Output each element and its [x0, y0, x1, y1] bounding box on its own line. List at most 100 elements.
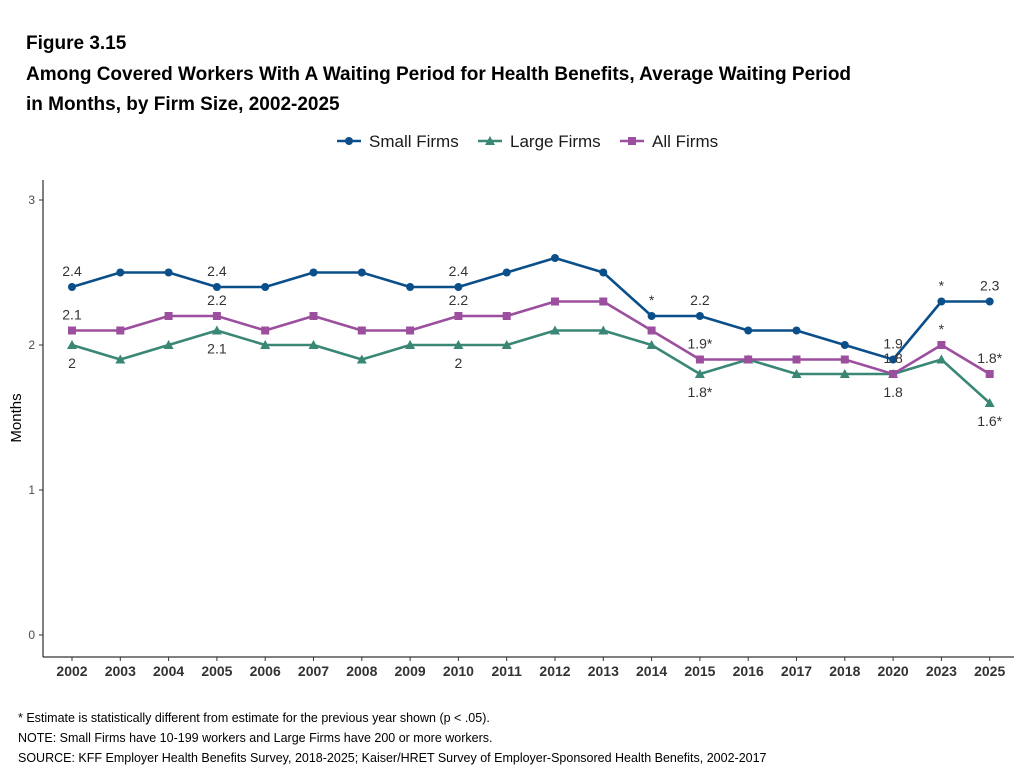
small-firms-point	[357, 268, 366, 277]
x-tick-label: 2015	[684, 663, 715, 679]
small-firms-point	[889, 355, 898, 364]
all-firms-data-label: 1.9*	[687, 336, 712, 352]
y-tick-label: 3	[28, 193, 35, 207]
all-firms-point	[502, 312, 511, 320]
legend-item-all-firms: All Firms	[620, 132, 718, 151]
small-firms-data-label: *	[649, 292, 655, 308]
small-firms-data-label: *	[939, 278, 945, 294]
footnote-significance: * Estimate is statistically different fr…	[18, 711, 490, 725]
legend-label: Small Firms	[369, 132, 459, 151]
large-firms-point	[646, 340, 657, 349]
all-firms-data-label: *	[939, 321, 945, 337]
x-axis-ticks: 2002 2003 2004 2005 2006 2007 2008 2009 2010 2011…	[56, 657, 1005, 679]
all-firms-series	[68, 297, 994, 378]
small-firms-line	[71, 256, 990, 361]
all-firms-point	[599, 297, 608, 306]
large-firms-point	[115, 354, 126, 364]
all-firms-point	[937, 341, 946, 349]
large-firms-point	[356, 354, 367, 364]
all-firms-data-label: 2.2	[207, 292, 227, 308]
all-firms-point	[744, 355, 753, 364]
large-firms-point	[501, 340, 512, 349]
small-firms-point	[695, 312, 704, 320]
small-firms-point	[985, 297, 994, 306]
small-firms-point	[309, 268, 318, 277]
all-firms-point	[840, 355, 849, 364]
x-tick-label: 2002	[56, 663, 87, 679]
large-firms-data-label: 2.1	[207, 341, 227, 357]
large-firms-point	[694, 369, 705, 378]
y-tick-label: 2	[28, 338, 35, 352]
all-firms-point	[792, 355, 801, 364]
large-firms-point	[308, 340, 319, 349]
small-firms-point	[647, 312, 656, 320]
small-firms-data-label: 1.9	[883, 336, 903, 352]
all-firms-data-label: 1.8	[883, 350, 903, 366]
large-firms-point	[260, 340, 271, 349]
all-firms-point	[212, 312, 221, 320]
footnote-source: SOURCE: KFF Employer Health Benefits Sur…	[18, 751, 767, 765]
large-firms-line	[71, 329, 991, 404]
all-firms-data-label: 2.1	[62, 307, 82, 323]
x-tick-label: 2011	[492, 663, 523, 679]
all-firms-point	[454, 312, 463, 320]
x-tick-label: 2003	[105, 663, 136, 679]
large-firms-data-label: 1.8*	[687, 384, 712, 400]
small-firms-data-label: 2.4	[62, 263, 82, 279]
small-firms-point	[502, 268, 511, 277]
small-firms-point	[164, 268, 173, 277]
large-firms-point	[984, 398, 995, 407]
small-firms-point	[261, 283, 270, 291]
large-firms-data-label: 2	[455, 355, 463, 371]
all-firms-point	[647, 326, 656, 335]
small-firms-point	[454, 283, 463, 291]
small-firms-point	[744, 326, 753, 335]
legend-swatch-marker	[345, 137, 353, 145]
x-tick-label: 2008	[346, 663, 377, 679]
y-axis-label: Months	[8, 393, 25, 442]
x-tick-label: 2017	[781, 663, 812, 679]
small-firms-point	[792, 326, 801, 335]
y-tick-label: 1	[28, 483, 35, 497]
x-tick-label: 2014	[636, 663, 667, 679]
all-firms-point	[164, 312, 173, 320]
all-firms-point	[985, 370, 994, 378]
small-firms-data-label: 2.2	[690, 292, 710, 308]
large-firms-point	[405, 340, 416, 349]
large-firms-point	[839, 369, 850, 378]
all-firms-point	[889, 370, 898, 378]
small-firms-data-label: 2.4	[449, 263, 469, 279]
small-firms-series	[68, 254, 994, 364]
all-firms-point	[68, 326, 76, 335]
legend-label: All Firms	[652, 132, 718, 151]
large-firms-data-label: 1.6*	[977, 413, 1002, 429]
x-tick-label: 2013	[588, 663, 619, 679]
data-labels: 2.4 2.4 2.4* 2.21.9* 2.322.121.8* 1.81.6*2.12…	[62, 263, 1002, 429]
large-firms-point	[936, 354, 947, 364]
all-firms-line	[72, 300, 991, 376]
small-firms-point	[937, 297, 946, 306]
chart-title-line-2: in Months, by Firm Size, 2002-2025	[26, 94, 340, 115]
small-firms-data-label: 2.3	[980, 278, 1000, 294]
series-layer	[67, 254, 995, 407]
large-firms-point	[211, 325, 222, 335]
small-firms-point	[599, 268, 608, 277]
large-firms-point	[791, 369, 802, 378]
x-tick-label: 2006	[250, 663, 281, 679]
small-firms-point	[551, 254, 559, 262]
all-firms-data-label: 1.8*	[977, 350, 1002, 366]
legend-swatch-marker	[628, 137, 636, 145]
all-firms-point	[309, 312, 318, 320]
x-tick-label: 2020	[878, 663, 909, 679]
x-tick-label: 2018	[829, 663, 860, 679]
all-firms-data-label: 2.2	[449, 292, 469, 308]
all-firms-point	[357, 326, 366, 335]
y-tick-label: 0	[28, 628, 35, 642]
large-firms-series	[67, 325, 995, 407]
legend-item-large-firms: Large Firms	[478, 132, 601, 151]
small-firms-data-label: 2.4	[207, 263, 227, 279]
x-tick-label: 2004	[153, 663, 184, 679]
x-tick-label: 2007	[298, 663, 329, 679]
large-firms-data-label: 2	[68, 355, 76, 371]
